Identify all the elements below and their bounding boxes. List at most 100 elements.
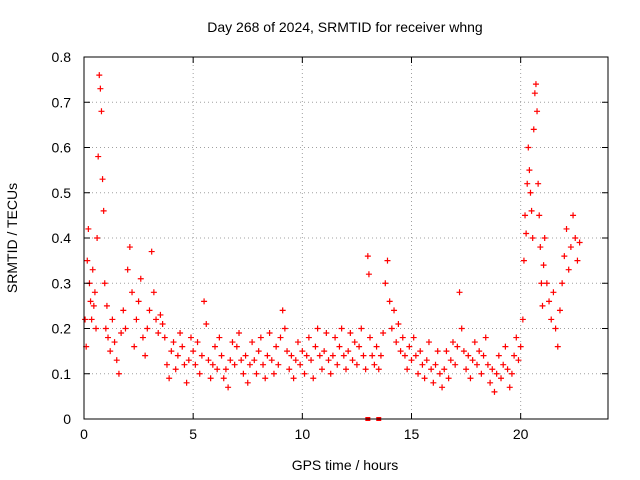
data-point: [371, 361, 378, 368]
data-point: [465, 352, 472, 359]
data-point: [227, 357, 234, 364]
data-point: [233, 343, 240, 350]
data-point: [170, 339, 177, 346]
data-point: [559, 280, 566, 287]
data-point: [563, 225, 570, 232]
y-axis-label: SRMTID / TECUs: [4, 183, 20, 293]
data-point: [225, 384, 232, 391]
x-tick-label: 0: [80, 426, 88, 442]
data-point: [362, 366, 369, 373]
data-point: [196, 370, 203, 377]
grid-lines: [84, 57, 608, 419]
data-point: [375, 366, 382, 373]
data-point: [177, 330, 184, 337]
data-point: [546, 298, 553, 305]
data-point: [369, 352, 376, 359]
data-point: [94, 235, 101, 241]
data-point: [476, 348, 483, 355]
data-point: [95, 153, 102, 160]
x-tick-label: 20: [513, 426, 529, 442]
data-point: [88, 316, 95, 323]
data-point: [84, 257, 91, 264]
chart-title: Day 268 of 2024, SRMTID for receiver whn…: [207, 19, 482, 35]
data-point: [318, 366, 325, 373]
data-point: [552, 325, 559, 332]
data-point: [519, 316, 526, 323]
data-point: [574, 257, 581, 264]
data-point: [286, 366, 293, 373]
data-point: [166, 375, 173, 382]
data-point: [185, 357, 192, 364]
data-point: [179, 343, 186, 350]
data-point: [436, 370, 443, 377]
data-point: [316, 352, 323, 359]
data-point: [288, 352, 295, 359]
data-point: [96, 72, 103, 79]
data-point: [97, 85, 104, 92]
data-point: [90, 302, 97, 309]
data-point: [229, 339, 236, 346]
data-point: [556, 307, 563, 314]
data-point: [312, 343, 319, 350]
data-point: [187, 334, 194, 341]
data-point: [460, 348, 467, 355]
data-point: [439, 384, 446, 391]
data-point: [412, 352, 419, 359]
data-point: [515, 357, 522, 364]
data-point: [349, 357, 356, 364]
data-point: [310, 375, 317, 382]
data-point: [139, 334, 146, 341]
data-point: [576, 239, 583, 246]
data-point: [115, 370, 122, 377]
data-point: [124, 266, 131, 273]
data-point: [120, 307, 127, 314]
data-point: [377, 352, 384, 359]
data-point: [517, 343, 524, 350]
data-point: [340, 352, 347, 359]
data-point: [373, 343, 380, 350]
data-point: [240, 370, 247, 377]
data-point: [163, 361, 170, 368]
data-point: [174, 352, 181, 359]
data-point: [449, 339, 456, 346]
data-point: [161, 334, 168, 341]
data-point: [142, 352, 149, 359]
data-point: [216, 334, 223, 341]
data-point: [85, 225, 92, 232]
data-point: [380, 330, 387, 337]
data-point: [471, 339, 478, 346]
data-point: [135, 298, 142, 305]
data-point: [181, 361, 188, 368]
data-point: [487, 379, 494, 386]
data-point: [308, 357, 315, 364]
data-point: [365, 271, 372, 278]
data-point: [150, 289, 157, 296]
x-tick-label: 15: [404, 426, 420, 442]
data-point: [321, 348, 328, 355]
data-point: [103, 302, 110, 309]
data-point: [388, 325, 395, 332]
y-tick-label: 0.3: [52, 275, 72, 291]
data-point: [535, 180, 542, 187]
data-point: [301, 370, 308, 377]
data-point: [528, 207, 535, 214]
data-point: [554, 343, 561, 350]
data-point: [532, 81, 539, 88]
data-point: [364, 253, 371, 260]
data-point: [397, 348, 404, 355]
data-point: [415, 370, 422, 377]
data-point: [430, 379, 437, 386]
data-point: [525, 144, 532, 151]
data-point: [89, 266, 96, 273]
data-point: [109, 316, 116, 323]
x-tick-label: 10: [295, 426, 311, 442]
data-point: [428, 366, 435, 373]
data-point: [107, 348, 114, 355]
data-point: [99, 176, 106, 183]
data-point: [434, 348, 441, 355]
data-point: [314, 325, 321, 332]
data-point: [358, 325, 365, 332]
plot-frame: [83, 56, 609, 420]
data-point: [87, 298, 94, 305]
